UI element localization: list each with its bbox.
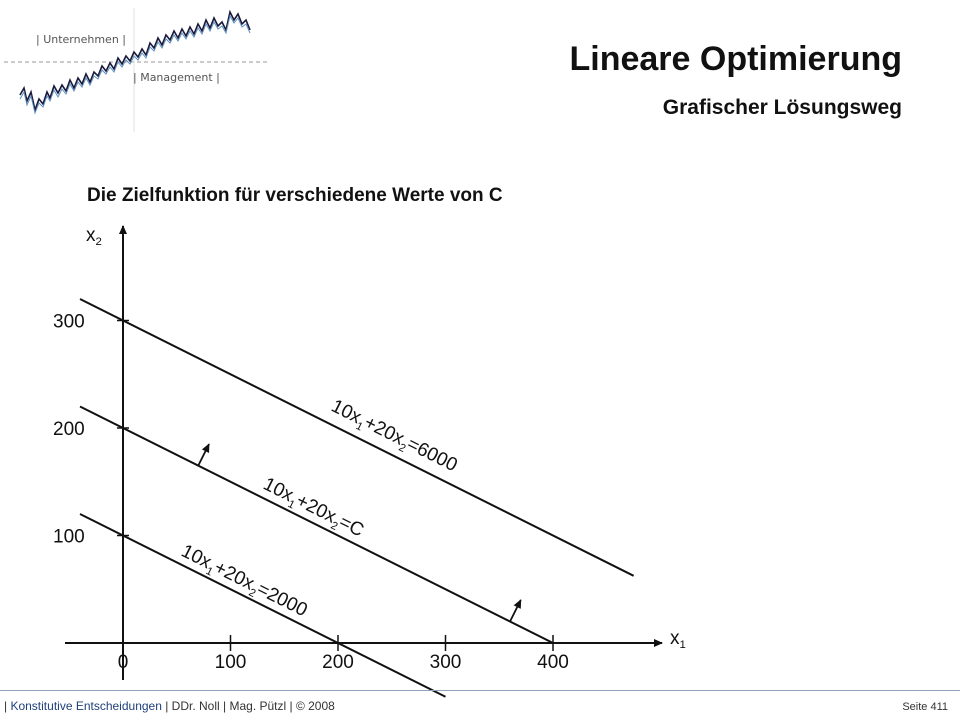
series-lines xyxy=(79,298,635,698)
logo: | Unternehmen | | Management | xyxy=(0,0,275,135)
series-line-1 xyxy=(79,298,635,577)
x-tick-label-100: 100 xyxy=(215,652,247,673)
direction-arrow-1 xyxy=(197,443,210,467)
page-number: Seite 411 xyxy=(902,701,948,713)
slide-title: Lineare Optimierung xyxy=(569,40,903,78)
diagram-heading: Die Zielfunktion für verschiedene Werte … xyxy=(87,185,503,206)
slide-subtitle: Grafischer Lösungsweg xyxy=(662,96,902,119)
logo-text-unternehmen: | Unternehmen | xyxy=(36,33,127,46)
x-axis-label: x1 xyxy=(670,628,686,651)
y-tick-label-100: 100 xyxy=(53,527,85,548)
labels: 0 100 200 300 400 100 200 300 x1 x2 10x1+20x2=6000… xyxy=(53,225,686,673)
series-line-3 xyxy=(79,513,446,698)
direction-arrow-2 xyxy=(509,599,522,622)
y-tick-label-200: 200 xyxy=(53,419,85,440)
x-tick-label-200: 200 xyxy=(322,652,354,673)
series-label-1: 10x1+20x2=6000 xyxy=(326,396,460,479)
axes xyxy=(65,225,663,680)
footer: | Konstitutive Entscheidungen | DDr. Nol… xyxy=(4,699,335,713)
series-label-3: 10x1+20x2=2000 xyxy=(176,541,310,624)
direction-arrows xyxy=(197,443,522,622)
logo-text-management: | Management | xyxy=(133,71,220,84)
x-tick-label-300: 300 xyxy=(430,652,462,673)
footer-divider xyxy=(0,690,960,691)
footer-section: Konstitutive Entscheidungen xyxy=(10,699,162,713)
series-label-2: 10x1+20x2=C xyxy=(258,474,367,544)
footer-authors: | DDr. Noll | Mag. Pützl | © 2008 xyxy=(165,699,335,713)
y-axis-label: x2 xyxy=(86,225,102,248)
stock-chart-logo-graphic xyxy=(4,8,270,132)
x-tick-label-0: 0 xyxy=(118,652,129,673)
y-tick-label-300: 300 xyxy=(53,312,85,333)
series-line-2 xyxy=(79,405,554,644)
x-tick-label-400: 400 xyxy=(537,652,569,673)
